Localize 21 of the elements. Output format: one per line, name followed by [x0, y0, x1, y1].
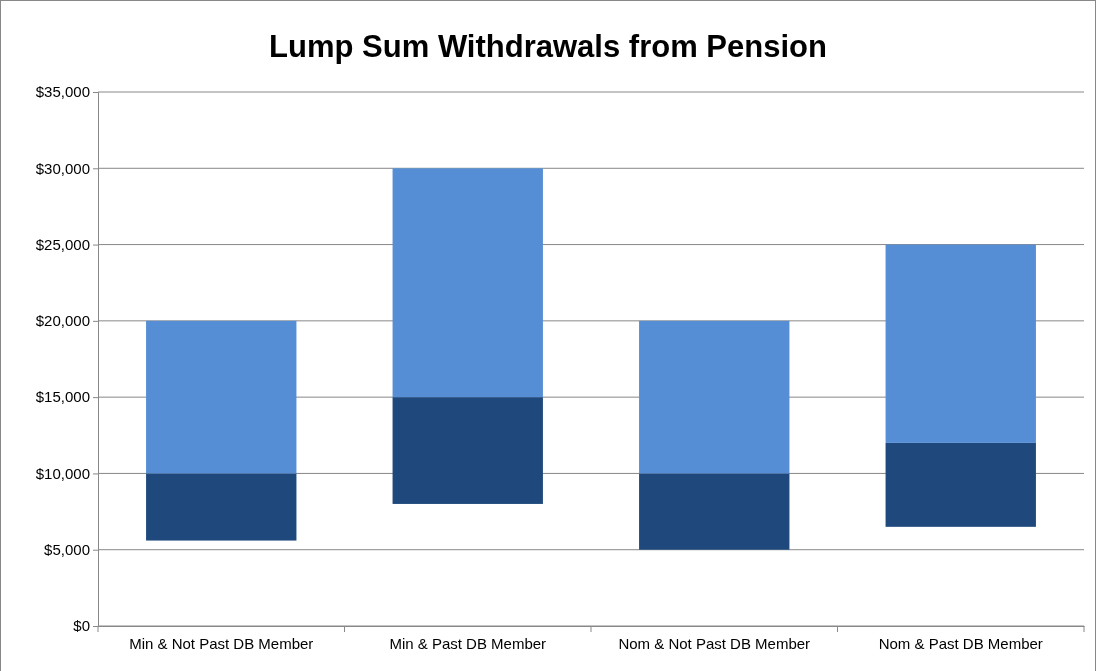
y-tick-label: $25,000	[35, 235, 90, 253]
y-tick-label: $15,000	[35, 388, 90, 406]
y-tick-label: $0	[73, 617, 90, 635]
chart-title: Lump Sum Withdrawals from Pension	[269, 29, 827, 64]
x-tick-label: Min & Not Past DB Member	[129, 634, 314, 652]
y-tick-label: $10,000	[35, 464, 90, 482]
y-tick-label: $35,000	[35, 83, 90, 101]
y-tick-label: $5,000	[44, 541, 90, 559]
bar	[885, 244, 1036, 443]
x-tick-label: Nom & Past DB Member	[878, 634, 1043, 652]
bar	[639, 320, 790, 474]
bar	[392, 397, 543, 504]
y-tick-label: $30,000	[35, 159, 90, 177]
x-tick-label: Min & Past DB Member	[389, 634, 547, 652]
y-tick-label: $20,000	[35, 312, 90, 330]
x-tick-label: Nom & Not Past DB Member	[618, 634, 811, 652]
bar	[885, 442, 1036, 527]
bar	[146, 473, 297, 541]
bar	[639, 473, 790, 550]
bar	[146, 320, 297, 474]
bar	[392, 168, 543, 398]
